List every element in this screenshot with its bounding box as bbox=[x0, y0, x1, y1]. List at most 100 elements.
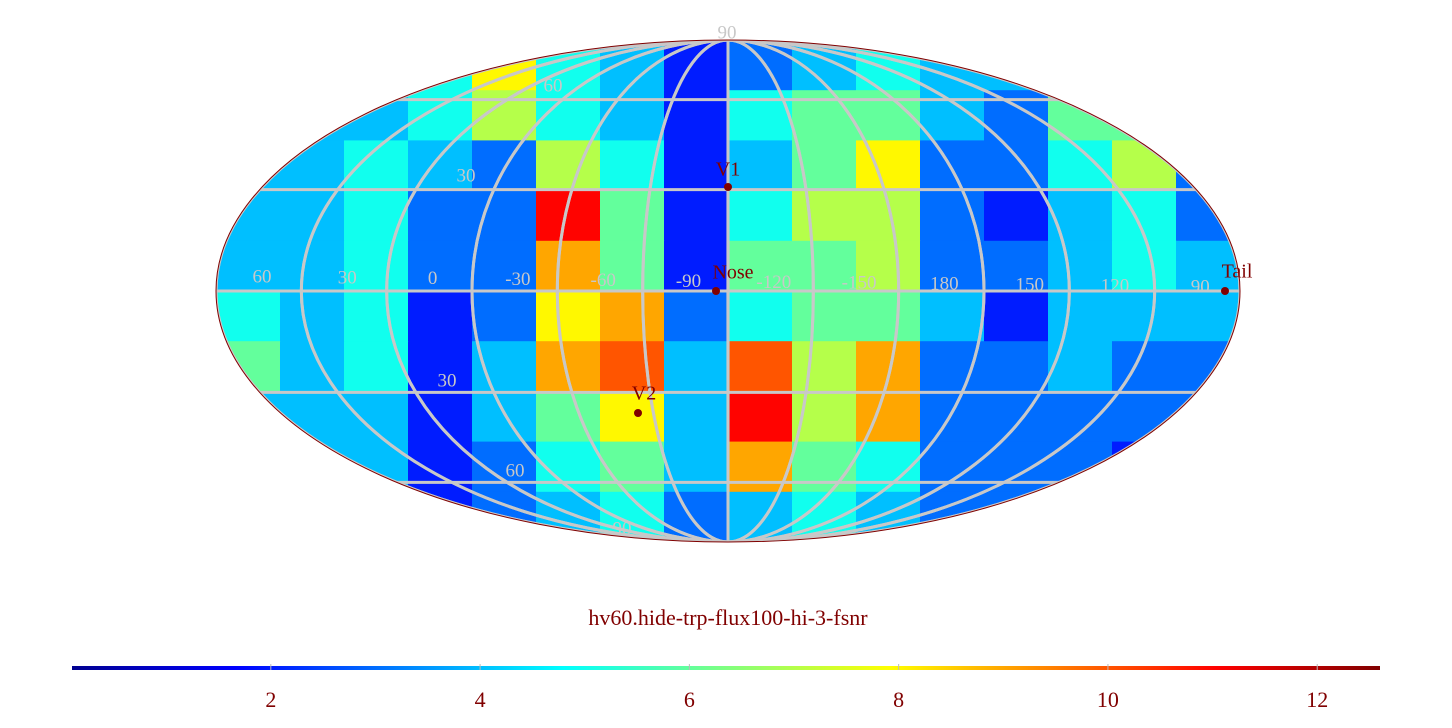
heat-cell bbox=[344, 341, 409, 392]
heat-cell bbox=[920, 291, 985, 342]
heat-cell bbox=[856, 291, 921, 342]
latitude-label: 60 bbox=[544, 75, 563, 96]
heat-cell bbox=[920, 140, 985, 192]
latitude-label: 60 bbox=[506, 460, 525, 481]
heat-cell bbox=[216, 40, 281, 91]
heat-cell bbox=[536, 291, 601, 342]
heat-cell bbox=[664, 391, 729, 443]
heat-cell bbox=[664, 40, 729, 91]
heat-cell bbox=[920, 240, 985, 292]
heat-cell bbox=[344, 240, 409, 292]
heat-cell bbox=[1112, 140, 1177, 192]
heat-cell bbox=[984, 190, 1049, 242]
heat-cell bbox=[280, 491, 345, 542]
heat-cell bbox=[792, 240, 857, 292]
heat-cell bbox=[344, 90, 409, 141]
marker-label: V1 bbox=[716, 159, 740, 181]
marker-label: Nose bbox=[712, 262, 753, 284]
heat-cell bbox=[664, 491, 729, 542]
heat-cell bbox=[856, 391, 921, 443]
heat-cell bbox=[216, 140, 281, 192]
heat-cell bbox=[1176, 441, 1240, 493]
heat-cell bbox=[216, 391, 281, 443]
longitude-label: 0 bbox=[428, 268, 438, 289]
heat-cell bbox=[728, 491, 793, 542]
heat-cell bbox=[728, 291, 793, 342]
heat-cell bbox=[472, 190, 537, 242]
longitude-label: -120 bbox=[756, 272, 791, 293]
heat-cell bbox=[664, 140, 729, 192]
heat-cell bbox=[728, 40, 793, 91]
heat-cell bbox=[728, 391, 793, 443]
latitude-label: 90 bbox=[613, 518, 632, 539]
heat-cell bbox=[1176, 291, 1240, 342]
heat-cell bbox=[792, 90, 857, 141]
heat-cell bbox=[664, 190, 729, 242]
heat-cell bbox=[600, 90, 665, 141]
heat-cell bbox=[472, 240, 537, 292]
heat-cell bbox=[1176, 240, 1240, 292]
heat-cell bbox=[344, 291, 409, 342]
longitude-label: -150 bbox=[842, 273, 877, 294]
heat-cell bbox=[216, 190, 281, 242]
marker-dot bbox=[1221, 287, 1229, 295]
heat-cell bbox=[216, 240, 281, 292]
marker-dot bbox=[712, 287, 720, 295]
heat-cell bbox=[1112, 441, 1177, 493]
heat-cell bbox=[728, 190, 793, 242]
heat-cell bbox=[408, 240, 473, 292]
heat-cell bbox=[1048, 190, 1113, 242]
heat-cell bbox=[600, 190, 665, 242]
longitude-label: -90 bbox=[676, 271, 701, 292]
heat-cell bbox=[1048, 40, 1113, 91]
map-outline bbox=[215, 39, 1241, 543]
heat-cell bbox=[728, 140, 793, 192]
marker-dot bbox=[634, 409, 642, 417]
heat-cell bbox=[216, 341, 281, 392]
heat-cell bbox=[536, 140, 601, 192]
heat-cell bbox=[856, 341, 921, 392]
heat-cell bbox=[1048, 341, 1113, 392]
heat-cell bbox=[280, 291, 345, 342]
heat-cell bbox=[856, 240, 921, 292]
heat-cell bbox=[1048, 291, 1113, 342]
heat-cell bbox=[472, 391, 537, 443]
heat-cell bbox=[1112, 491, 1177, 542]
heat-cell bbox=[792, 190, 857, 242]
heat-cell bbox=[856, 140, 921, 192]
colorbar-tick-label: 2 bbox=[265, 687, 276, 712]
heat-cell bbox=[600, 441, 665, 493]
longitude-label: 60 bbox=[253, 266, 272, 287]
heat-cell bbox=[792, 291, 857, 342]
latitude-label: 30 bbox=[438, 370, 457, 391]
colorbar bbox=[72, 666, 1380, 670]
heat-cell bbox=[856, 190, 921, 242]
heat-cell bbox=[408, 341, 473, 392]
heat-cell bbox=[1176, 341, 1240, 392]
heat-cell bbox=[920, 441, 985, 493]
heat-cell bbox=[984, 341, 1049, 392]
marker-dot bbox=[724, 183, 732, 191]
heat-cell bbox=[408, 491, 473, 542]
heat-cell bbox=[984, 391, 1049, 443]
heat-cell bbox=[792, 441, 857, 493]
heat-cell bbox=[664, 341, 729, 392]
heat-cell bbox=[664, 291, 729, 342]
heat-cell bbox=[216, 441, 281, 493]
heat-cell bbox=[984, 291, 1049, 342]
heat-cell bbox=[600, 341, 665, 392]
longitude-label: 180 bbox=[930, 274, 959, 295]
graticule-labels: 60 30 0 -30 -60 -90 -120 -150 180 150 120 90 90 60 30 3… bbox=[253, 22, 1210, 539]
heat-cell bbox=[984, 140, 1049, 192]
heat-cell bbox=[280, 391, 345, 443]
heat-cell bbox=[920, 90, 985, 141]
longitude-label: 150 bbox=[1015, 274, 1044, 295]
heat-cell bbox=[1176, 40, 1240, 91]
heat-cell bbox=[216, 491, 281, 542]
heat-cell bbox=[920, 190, 985, 242]
heat-cell bbox=[1112, 291, 1177, 342]
heat-cell bbox=[1112, 240, 1177, 292]
marker-label: V2 bbox=[632, 383, 656, 405]
heat-cell bbox=[1176, 491, 1240, 542]
colorbar-tick-label: 12 bbox=[1306, 687, 1328, 712]
